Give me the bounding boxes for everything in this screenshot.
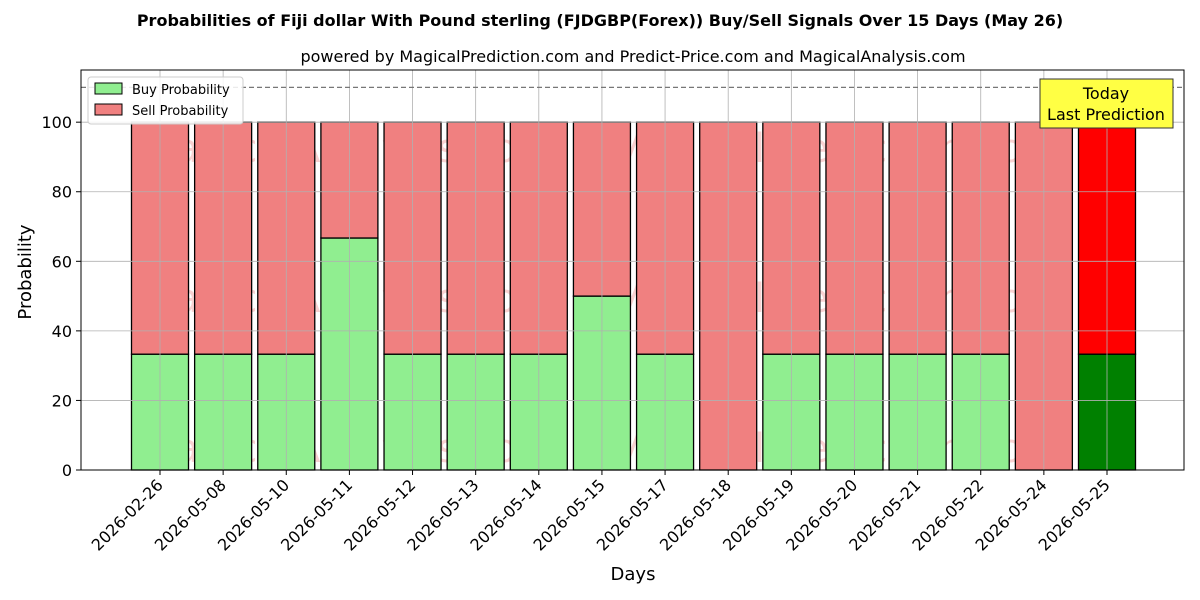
annotation-box [1039,78,1174,129]
y-tick-label: 80 [52,183,72,202]
legend-swatch-buy [94,82,123,95]
y-axis-label: Probability [15,224,36,319]
y-tick-label: 20 [52,391,72,410]
y-tick-label: 0 [62,461,72,480]
y-tick-label: 40 [52,322,72,341]
plot-frame [80,69,1185,471]
legend-label-buy: Buy Probability [132,83,230,98]
chart-subtitle: powered by MagicalPrediction.com and Pre… [300,47,965,66]
annotation-text: Last Prediction [1047,105,1165,124]
annotation-text: Today [1082,84,1129,103]
chart-title: Probabilities of Fiji dollar With Pound … [137,11,1063,30]
x-axis-label: Days [611,564,656,585]
plot-area: MagicalAnalysis.comMagicalPrediction.com… [41,69,1185,555]
legend-label-sell: Sell Probability [132,104,229,119]
legend-box [87,76,244,125]
y-tick-label: 100 [41,113,72,132]
legend-swatch-sell [94,103,123,116]
y-tick-label: 60 [52,252,72,271]
